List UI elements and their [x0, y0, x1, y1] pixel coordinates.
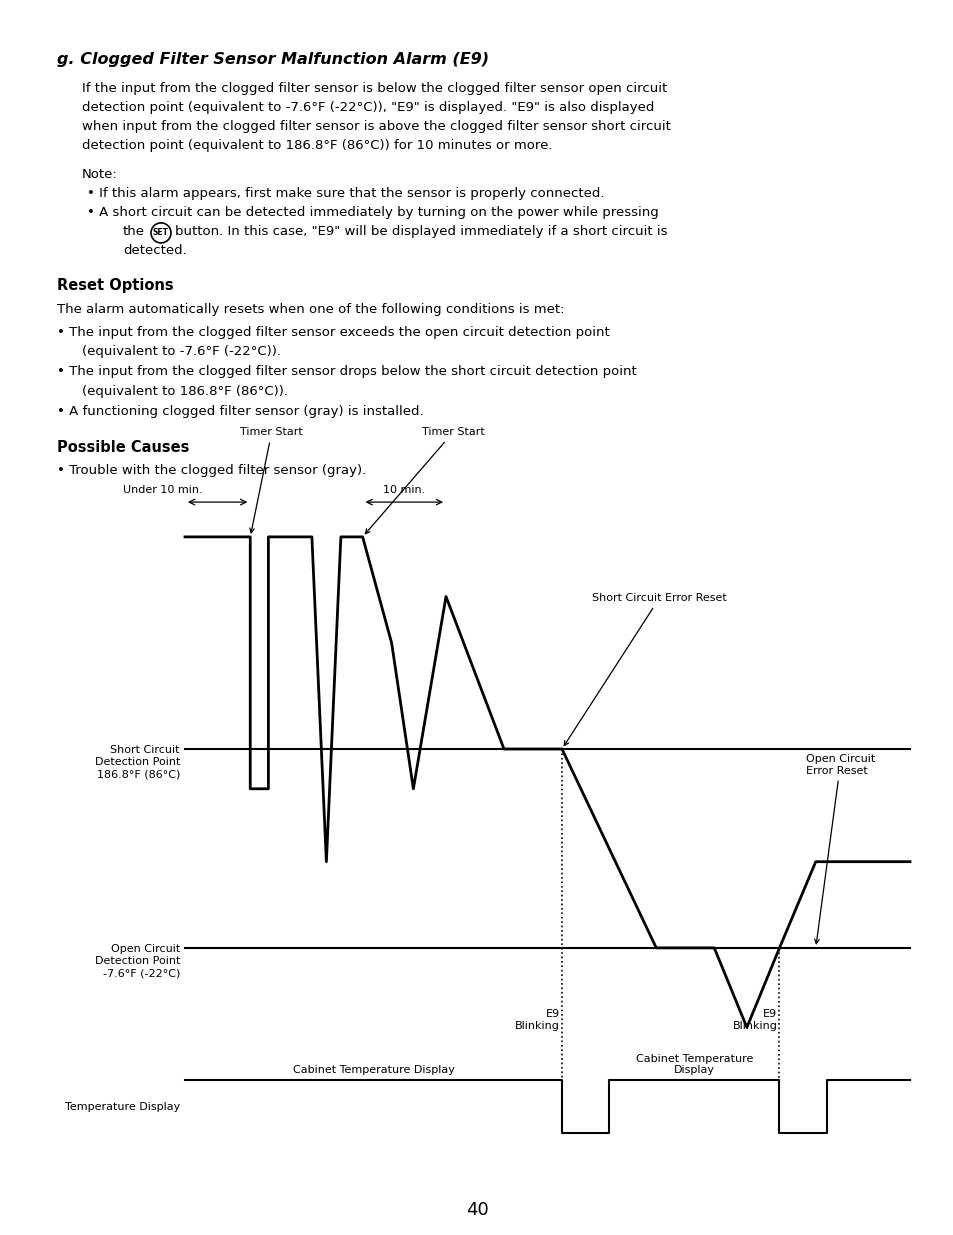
Text: E9
Blinking: E9 Blinking: [732, 1009, 777, 1031]
Text: Short Circuit
Detection Point
186.8°F (86°C): Short Circuit Detection Point 186.8°F (8…: [94, 745, 180, 779]
Text: button. In this case, "E9" will be displayed immediately if a short circuit is: button. In this case, "E9" will be displ…: [174, 225, 667, 238]
Text: Temperature Display: Temperature Display: [65, 1102, 180, 1112]
Text: Possible Causes: Possible Causes: [57, 440, 190, 454]
Text: detected.: detected.: [123, 243, 187, 257]
Text: Note:: Note:: [82, 168, 117, 180]
Text: Cabinet Temperature Display: Cabinet Temperature Display: [293, 1066, 454, 1076]
Text: • A functioning clogged filter sensor (gray) is installed.: • A functioning clogged filter sensor (g…: [57, 405, 423, 419]
Text: the: the: [123, 225, 145, 238]
Text: Open Circuit
Error Reset: Open Circuit Error Reset: [805, 753, 874, 944]
Text: If the input from the clogged filter sensor is below the clogged filter sensor o: If the input from the clogged filter sen…: [82, 83, 666, 95]
Text: • The input from the clogged filter sensor drops below the short circuit detecti: • The input from the clogged filter sens…: [57, 366, 636, 378]
Text: Short Circuit Error Reset: Short Circuit Error Reset: [563, 593, 726, 746]
Text: (equivalent to -7.6°F (-22°C)).: (equivalent to -7.6°F (-22°C)).: [82, 345, 281, 358]
Text: SET: SET: [152, 228, 169, 237]
Text: 40: 40: [465, 1200, 488, 1219]
Text: detection point (equivalent to -7.6°F (-22°C)), "E9" is displayed. "E9" is also : detection point (equivalent to -7.6°F (-…: [82, 101, 654, 115]
Text: Cabinet Temperature
Display: Cabinet Temperature Display: [635, 1053, 752, 1076]
Text: The alarm automatically resets when one of the following conditions is met:: The alarm automatically resets when one …: [57, 303, 564, 316]
Text: • If this alarm appears, first make sure that the sensor is properly connected.: • If this alarm appears, first make sure…: [87, 186, 604, 200]
Text: when input from the clogged filter sensor is above the clogged filter sensor sho: when input from the clogged filter senso…: [82, 120, 670, 133]
Text: g. Clogged Filter Sensor Malfunction Alarm (E9): g. Clogged Filter Sensor Malfunction Ala…: [57, 52, 489, 67]
Text: 10 min.: 10 min.: [383, 485, 425, 495]
Text: detection point (equivalent to 186.8°F (86°C)) for 10 minutes or more.: detection point (equivalent to 186.8°F (…: [82, 140, 552, 152]
Text: Timer Start: Timer Start: [365, 427, 484, 534]
Text: Timer Start: Timer Start: [240, 427, 303, 532]
Text: • A short circuit can be detected immediately by turning on the power while pres: • A short circuit can be detected immedi…: [87, 206, 659, 219]
Text: E9
Blinking: E9 Blinking: [515, 1009, 559, 1031]
Text: Under 10 min.: Under 10 min.: [123, 485, 202, 495]
Text: Reset Options: Reset Options: [57, 278, 173, 293]
Text: • Trouble with the clogged filter sensor (gray).: • Trouble with the clogged filter sensor…: [57, 464, 366, 477]
Text: (equivalent to 186.8°F (86°C)).: (equivalent to 186.8°F (86°C)).: [82, 384, 288, 398]
Text: Open Circuit
Detection Point
-7.6°F (-22°C): Open Circuit Detection Point -7.6°F (-22…: [94, 944, 180, 978]
Text: • The input from the clogged filter sensor exceeds the open circuit detection po: • The input from the clogged filter sens…: [57, 326, 609, 338]
